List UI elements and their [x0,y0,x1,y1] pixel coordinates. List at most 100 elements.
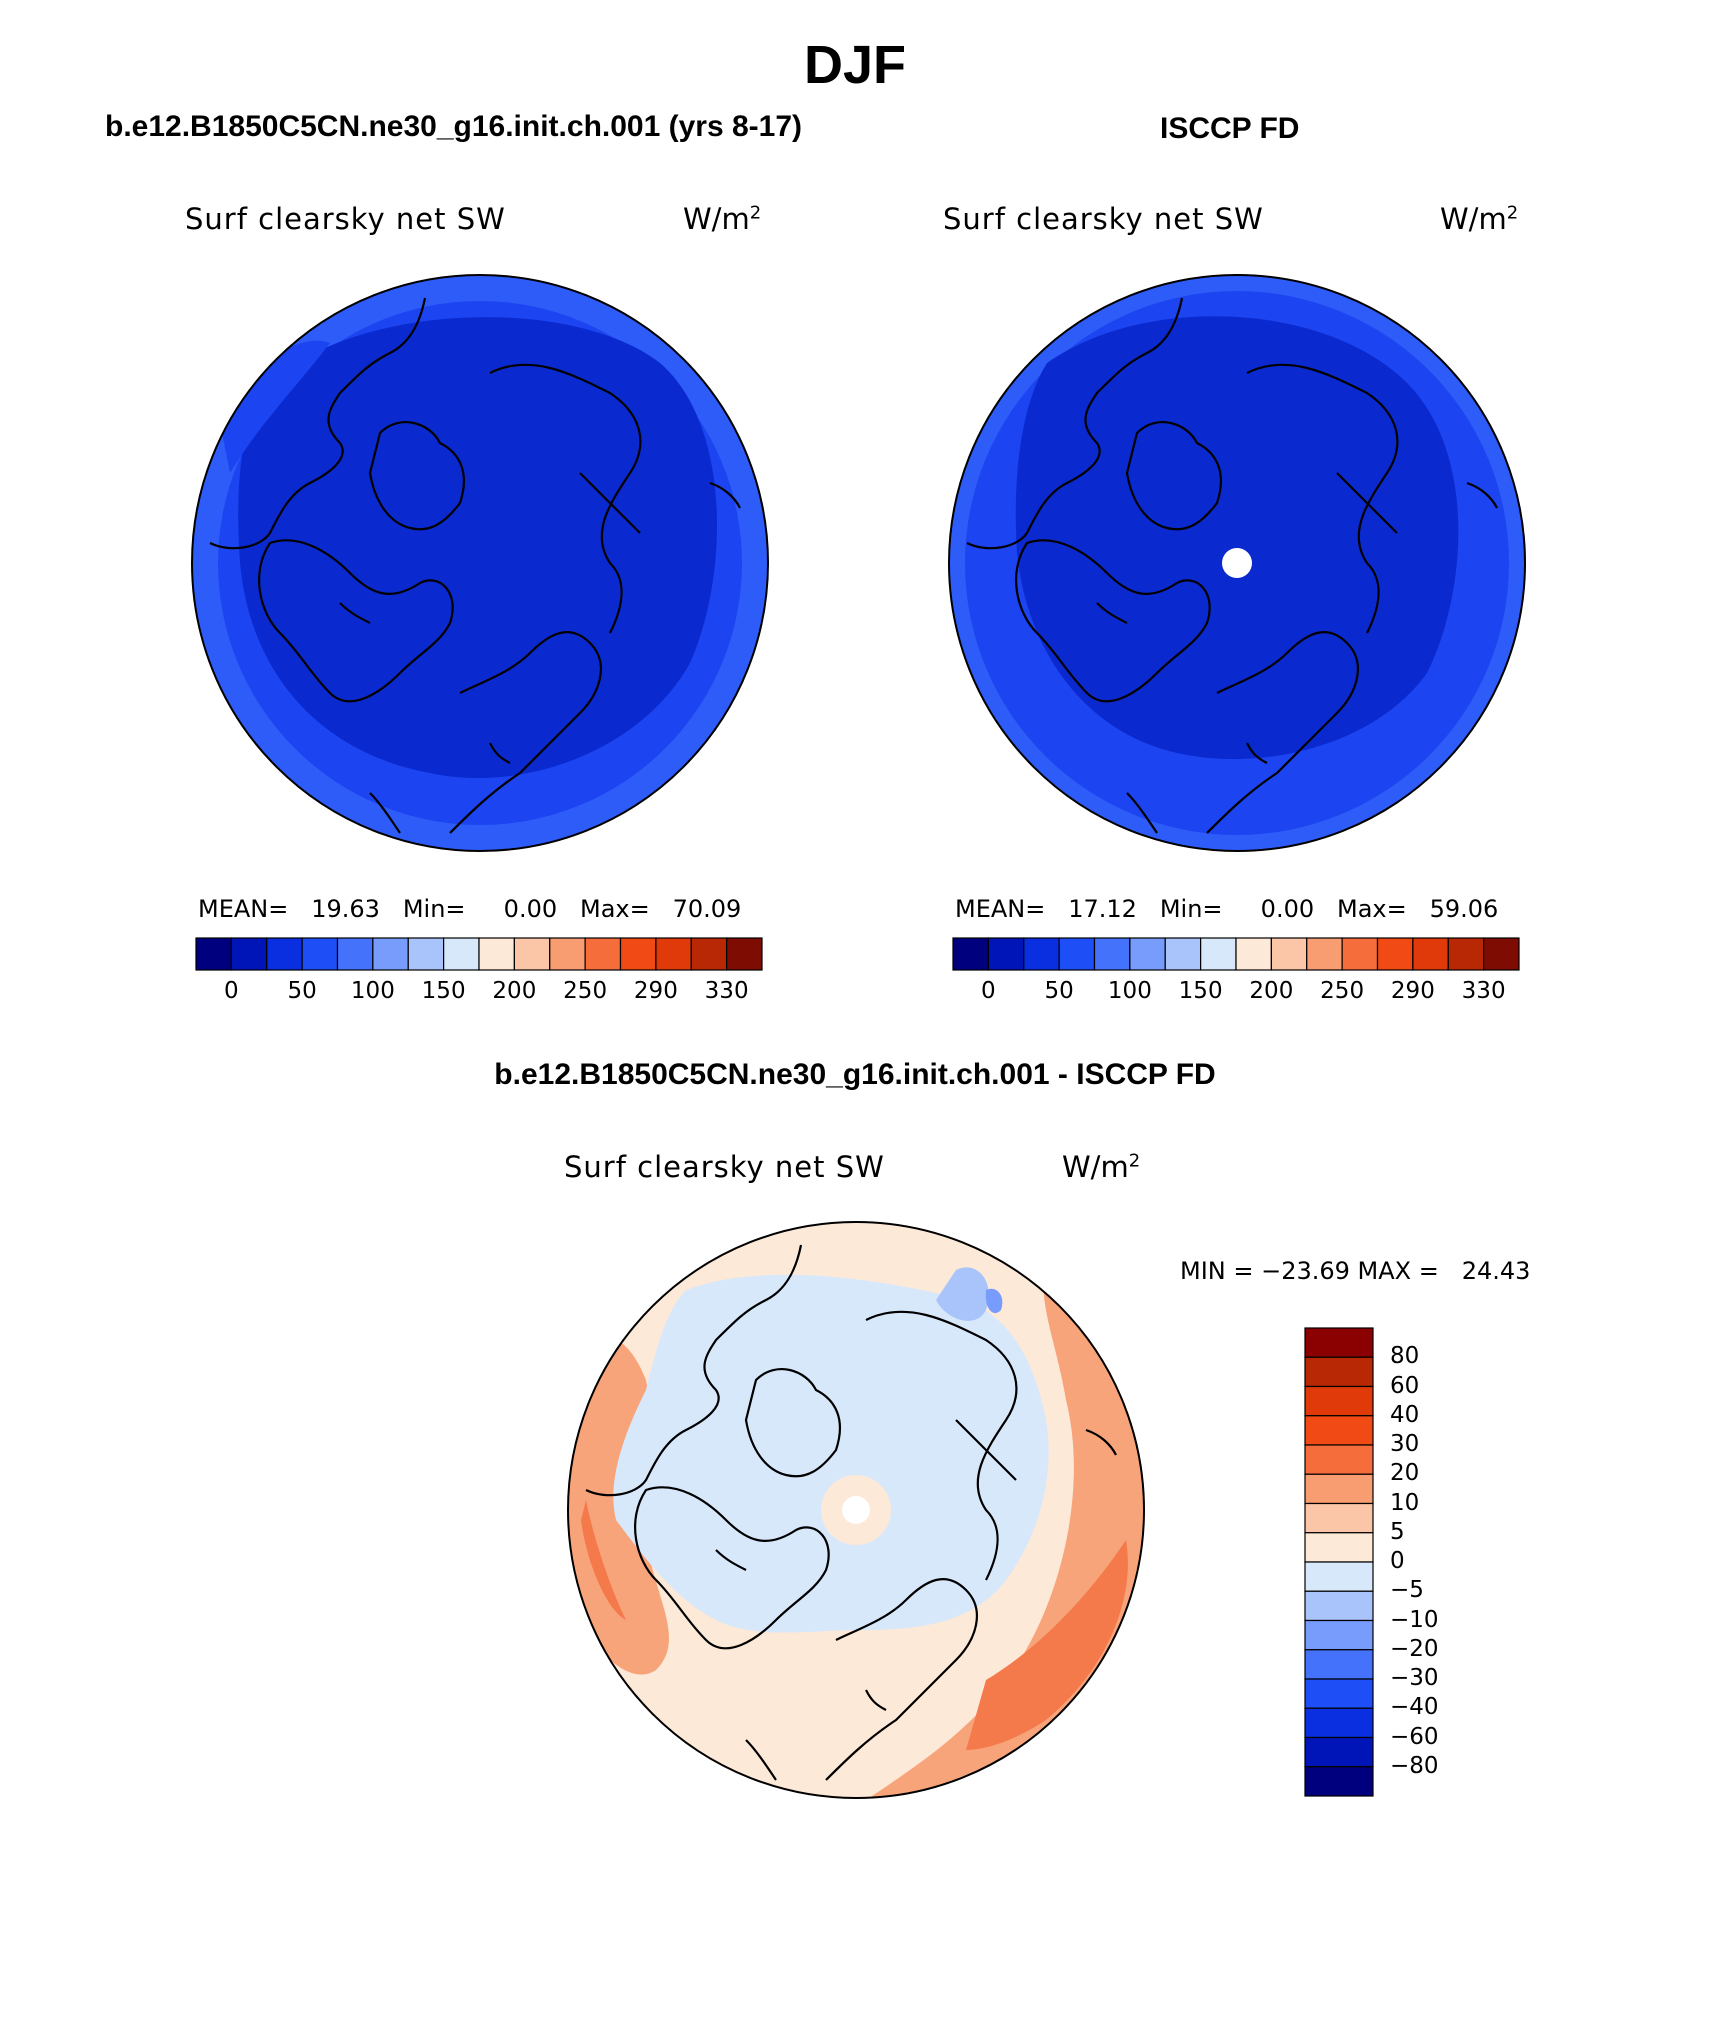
obs-case-title: ISCCP FD [1160,112,1300,145]
obs-colorbar-labels: 0 50 100 150 200 250 290 330 [953,978,1519,1008]
model-colorbar-swatch [195,937,232,971]
model-colorbar-swatch [266,937,303,971]
diff-colorbar-swatch [1304,1766,1374,1797]
obs-polar-map [948,274,1526,852]
model-colorbar-swatch [513,937,551,971]
obs-inner-region [1015,316,1459,760]
obs-colorbar [952,937,1520,971]
diff-case-title: b.e12.B1850C5CN.ne30_g16.init.ch.001 - I… [494,1058,1216,1091]
figure-title: DJF [803,35,906,95]
diff-colorbar-swatch [1304,1415,1374,1446]
obs-colorbar-swatch [1023,937,1060,971]
diff-polar-map [567,1221,1145,1799]
diff-colorbar-swatch [1304,1356,1374,1388]
model-polar-map [191,274,769,852]
model-colorbar-tick-label: 200 [492,978,537,1004]
diff-colorbar-swatch [1304,1561,1374,1592]
obs-colorbar-swatch [1341,937,1379,971]
diff-colorbar-swatch [1304,1444,1374,1475]
obs-colorbar-tick-label: 100 [1107,978,1152,1004]
model-colorbar [195,937,763,971]
model-colorbar-tick-label: 290 [633,978,678,1004]
diff-colorbar-swatch [1304,1327,1374,1358]
model-colorbar-swatch [619,937,657,971]
model-map-border [191,274,769,852]
model-colorbar-labels: 0 50 100 150 200 250 290 330 [196,978,762,1008]
obs-colorbar-swatch [1093,937,1131,971]
obs-colorbar-tick-label: 50 [1044,978,1074,1004]
obs-colorbar-tick-label: 250 [1320,978,1365,1004]
diff-colorbar-tick-label: 60 [1390,1372,1420,1399]
obs-colorbar-swatch [1412,937,1449,971]
obs-colorbar-swatch [1306,937,1343,971]
model-colorbar-swatch [478,937,515,971]
model-colorbar-tick-label: 330 [704,978,749,1004]
obs-colorbar-tick-label: 290 [1390,978,1435,1004]
model-colorbar-swatch [372,937,409,971]
model-case-title: b.e12.B1850C5CN.ne30_g16.init.ch.001 (yr… [105,110,803,143]
diff-strong-negative-patch [985,1288,1003,1314]
obs-colorbar-tick-label: 150 [1178,978,1223,1004]
diff-colorbar-tick-label: −40 [1390,1694,1439,1721]
model-inner-region [238,317,718,779]
obs-colorbar-swatch [1376,937,1414,971]
obs-colorbar-tick-label: 200 [1249,978,1294,1004]
obs-colorbar-swatch [1058,937,1096,971]
model-colorbar-tick-label: 100 [350,978,395,1004]
obs-map-border [948,274,1526,852]
model-colorbar-swatch [690,937,728,971]
diff-coastlines [585,1244,1117,1781]
diff-colorbar-swatch [1304,1649,1374,1680]
diff-pole-hole [842,1496,870,1524]
model-colorbar-swatch [655,937,692,971]
diff-colorbar-tick-label: −80 [1390,1752,1439,1779]
diff-colorbar-tick-label: −60 [1390,1723,1439,1750]
model-colorbar-tick-label: 150 [421,978,466,1004]
diff-colorbar-swatch [1304,1473,1374,1505]
diff-colorbar [1304,1327,1374,1797]
model-colorbar-swatch [407,937,445,971]
diff-atlantic-strong [581,1500,626,1620]
obs-units: W/m2 [1440,202,1519,236]
model-coastlines [209,297,741,834]
diff-variable-title: Surf clearsky net SW [564,1150,885,1184]
diff-colorbar-tick-label: 30 [1390,1431,1420,1457]
diff-colorbar-swatch [1304,1707,1374,1739]
model-variable-title: Surf clearsky net SW [185,202,506,236]
diff-colorbar-labels: 80 60 40 30 20 10 5 0 −5 −10 −20 −30 −40 −60 −80 [1380,1328,1460,1796]
model-colorbar-swatch [230,937,268,971]
diff-colorbar-tick-label: 0 [1390,1548,1405,1574]
diff-colorbar-tick-label: −30 [1390,1665,1439,1691]
obs-colorbar-swatch [987,937,1025,971]
model-colorbar-tick-label: 250 [563,978,608,1004]
model-colorbar-tick-label: 50 [287,978,317,1004]
diff-minmax: MIN = −23.69 MAX = 24.43 [1180,1257,1531,1285]
diff-colorbar-tick-label: −10 [1390,1606,1439,1633]
model-colorbar-tick-label: 0 [224,978,239,1004]
obs-pole-hole [1222,548,1252,578]
diff-colorbar-swatch [1304,1736,1374,1768]
diff-colorbar-swatch [1304,1532,1374,1563]
obs-colorbar-swatch [1270,937,1308,971]
diff-units: W/m2 [1062,1150,1141,1184]
obs-colorbar-swatch [1200,937,1237,971]
diff-colorbar-tick-label: 10 [1390,1489,1420,1516]
obs-colorbar-swatch [1129,937,1166,971]
diff-colorbar-tick-label: 80 [1390,1343,1420,1370]
obs-colorbar-tick-label: 0 [981,978,996,1004]
obs-colorbar-swatch [952,937,989,971]
obs-colorbar-tick-label: 330 [1461,978,1506,1004]
diff-colorbar-swatch [1304,1619,1374,1651]
obs-colorbar-swatch [1164,937,1202,971]
diff-negative-patch [936,1267,989,1321]
diff-colorbar-tick-label: 40 [1390,1401,1420,1428]
diff-colorbar-swatch [1304,1385,1374,1417]
obs-colorbar-swatch [1447,937,1485,971]
diff-colorbar-tick-label: 5 [1390,1518,1405,1545]
diff-colorbar-tick-label: −5 [1390,1577,1424,1604]
diff-pacific-strong [966,1540,1128,1750]
model-colorbar-swatch [726,937,763,971]
model-units: W/m2 [683,202,762,236]
model-stats: MEAN= 19.63 Min= 0.00 Max= 70.09 [198,895,742,923]
model-colorbar-swatch [584,937,622,971]
